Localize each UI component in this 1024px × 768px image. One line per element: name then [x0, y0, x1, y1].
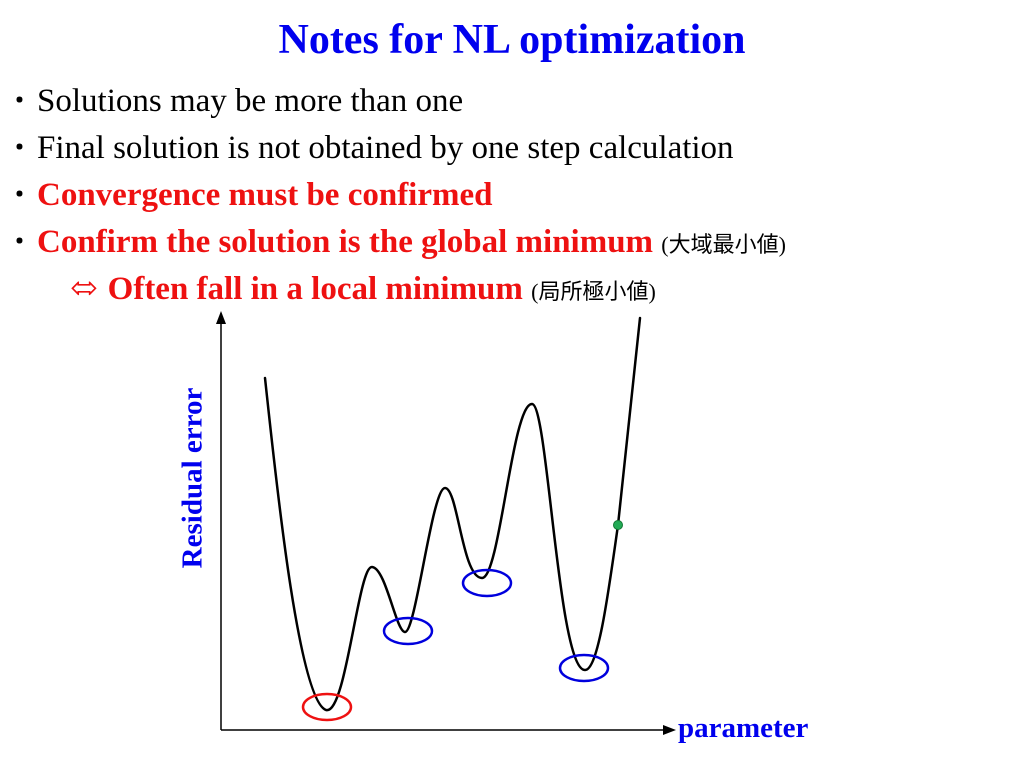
- current-point-dot: [613, 520, 623, 530]
- bullet-item-solutions: ･ Solutions may be more than one: [12, 78, 1012, 125]
- y-axis-arrowhead: [216, 311, 226, 324]
- local-minimum-marker: [461, 568, 513, 598]
- sub-bullet-text-wrap: ⬄ Often fall in a local minimum (局所極小値): [70, 266, 656, 316]
- bullet-marker: ･: [12, 132, 27, 165]
- bullet-text-wrap: Confirm the solution is the global minim…: [37, 219, 786, 269]
- bullet-marker: ･: [12, 179, 27, 212]
- x-axis-arrowhead: [663, 725, 676, 735]
- japanese-note-local: (局所極小値): [531, 279, 656, 305]
- sub-bullet-text: Often fall in a local minimum: [107, 271, 523, 307]
- slide-title: Notes for NL optimization: [278, 17, 746, 63]
- bullet-marker: ･: [12, 226, 27, 259]
- bullet-marker: ･: [12, 85, 27, 118]
- note-text: 局所極小値: [538, 280, 649, 305]
- x-axis-label: parameter: [678, 712, 809, 744]
- y-axis-label: Residual error: [176, 387, 209, 569]
- bullet-item-final-solution: ･ Final solution is not obtained by one …: [12, 125, 1012, 172]
- bullet-text: Convergence must be confirmed: [37, 177, 493, 213]
- bullet-text: Solutions may be more than one: [37, 83, 464, 119]
- bullet-list: ･ Solutions may be more than one ･ Final…: [12, 78, 1012, 313]
- bullet-text: Confirm the solution is the global minim…: [37, 224, 654, 260]
- local-minimum-marker: [382, 616, 434, 646]
- local-minimum-marker: [558, 653, 610, 683]
- global-minimum-marker: [301, 692, 353, 722]
- double-arrow-icon: ⬄: [70, 271, 98, 307]
- bullet-item-convergence: ･ Convergence must be confirmed: [12, 172, 1012, 219]
- bullet-item-global-minimum: ･ Confirm the solution is the global min…: [12, 219, 1012, 266]
- sub-bullet-local-minimum: ⬄ Often fall in a local minimum (局所極小値): [12, 266, 1012, 313]
- japanese-note-global: (大域最小値): [661, 232, 786, 258]
- note-text: 大域最小値: [668, 233, 779, 258]
- bullet-text: Final solution is not obtained by one st…: [37, 130, 734, 166]
- residual-curve: [263, 316, 642, 712]
